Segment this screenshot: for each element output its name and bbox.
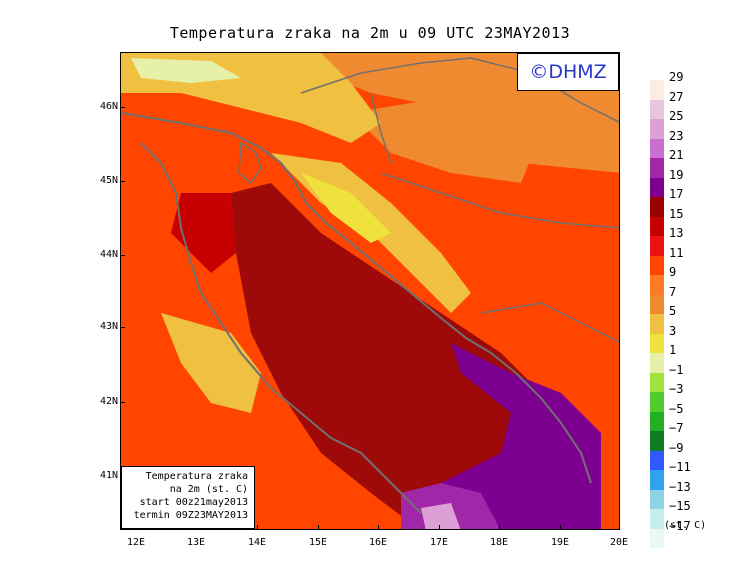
- legend-label: −11: [669, 460, 691, 474]
- legend-swatch: [650, 333, 664, 353]
- info-line: termin 09Z23MAY2013: [133, 510, 248, 521]
- legend-swatch: [650, 236, 664, 256]
- legend-swatch: [650, 216, 664, 236]
- legend-label: 19: [669, 167, 684, 182]
- info-line: na 2m (st. C): [169, 484, 248, 495]
- legend-swatch: [650, 158, 664, 178]
- legend-label: 1: [669, 343, 677, 357]
- dhmz-logo: ©DHMZ: [517, 53, 619, 91]
- legend-label: 11: [669, 245, 684, 260]
- lon-label: 13E: [186, 537, 206, 548]
- legend-swatch: [650, 275, 664, 295]
- info-box: Temperatura zraka na 2m (st. C) start 00…: [121, 466, 255, 529]
- legend-swatch: [650, 411, 664, 431]
- legend-label: 15: [669, 206, 684, 221]
- lat-label: 45N: [99, 175, 118, 186]
- lon-tick: [499, 525, 500, 530]
- legend-label: 21: [669, 148, 684, 162]
- temperature-map: [120, 52, 620, 530]
- legend-swatch: [650, 372, 664, 392]
- map-title: Temperatura zraka na 2m u 09 UTC 23MAY20…: [169, 24, 571, 42]
- legend-unit: (st. C): [664, 520, 707, 531]
- legend-swatch: [650, 353, 664, 373]
- slovenia-border: [370, 92, 392, 164]
- temperature-field: [121, 53, 619, 529]
- legend-swatch: [650, 470, 664, 490]
- lat-label: 42N: [99, 396, 118, 407]
- lon-label: 20E: [609, 537, 629, 548]
- legend-label: 3: [669, 323, 677, 338]
- legend-swatch: [650, 197, 664, 217]
- lon-tick: [378, 525, 379, 530]
- lat-label: 41N: [99, 470, 118, 481]
- lon-label: 14E: [247, 537, 267, 548]
- lon-tick: [318, 525, 319, 530]
- legend-label: 25: [669, 109, 684, 123]
- field-south-purple: [402, 343, 601, 529]
- legend-swatch: [650, 294, 664, 314]
- legend-label: 13: [669, 226, 684, 240]
- southern-border: [480, 302, 619, 343]
- legend-label: 7: [669, 284, 677, 299]
- legend-label: −13: [669, 479, 691, 494]
- legend-swatch: [650, 489, 664, 509]
- legend-swatch: [650, 80, 664, 100]
- lon-tick: [560, 525, 561, 530]
- legend-swatch: [650, 119, 664, 139]
- sava-border: [380, 172, 619, 229]
- lat-tick: [120, 181, 125, 182]
- legend-label: −5: [669, 401, 684, 416]
- italian-coastline: [140, 142, 422, 514]
- legend-swatch: [650, 392, 664, 412]
- legend-swatch: [650, 255, 664, 275]
- legend-label: −9: [669, 440, 684, 455]
- field-western-red: [171, 193, 236, 273]
- legend-label: −1: [669, 362, 684, 377]
- legend-swatch: [650, 450, 664, 470]
- lat-tick: [120, 402, 125, 403]
- field-south-pink: [421, 503, 461, 529]
- lon-label: 18E: [489, 537, 509, 548]
- lon-label: 19E: [550, 537, 570, 548]
- legend-swatch: [650, 99, 664, 119]
- field-adriatic-sea: [231, 183, 591, 529]
- legend-label: −17: [669, 518, 691, 533]
- field-pannonia-orange: [351, 93, 541, 183]
- info-line: start 00z21may2013: [139, 497, 248, 508]
- info-line: Temperatura zraka: [145, 471, 248, 482]
- legend-label: 27: [669, 89, 684, 104]
- lat-tick: [120, 255, 125, 256]
- lat-label: 44N: [99, 249, 118, 260]
- legend-label: 17: [669, 187, 684, 201]
- legend-label: 23: [669, 128, 684, 143]
- lon-label: 15E: [308, 537, 328, 548]
- istria-outline: [238, 141, 262, 185]
- lon-label: 16E: [368, 537, 388, 548]
- lat-label: 46N: [99, 101, 118, 112]
- legend-swatch: [650, 314, 664, 334]
- legend-label: 29: [669, 70, 684, 84]
- lat-tick: [120, 107, 125, 108]
- field-alps-cold: [131, 58, 241, 83]
- northern-border: [300, 57, 619, 123]
- lon-tick: [257, 525, 258, 530]
- legend-label: 5: [669, 304, 677, 318]
- field-dinaric-cold: [301, 173, 391, 243]
- lon-tick: [439, 525, 440, 530]
- legend-swatch: [650, 138, 664, 158]
- legend-label: −15: [669, 499, 691, 513]
- lon-label: 17E: [429, 537, 449, 548]
- legend-swatch: [650, 528, 664, 548]
- legend-swatch: [650, 431, 664, 451]
- lat-tick: [120, 327, 125, 328]
- eastern-adriatic-coastline: [121, 112, 592, 484]
- legend-label: −7: [669, 421, 684, 435]
- lat-label: 43N: [99, 321, 118, 332]
- legend-label: 9: [669, 265, 677, 279]
- legend-label: −3: [669, 382, 684, 396]
- field-apennine-yellow: [161, 313, 261, 413]
- legend-swatch: [650, 177, 664, 197]
- lon-label: 12E: [126, 537, 146, 548]
- legend-swatch: [650, 509, 664, 529]
